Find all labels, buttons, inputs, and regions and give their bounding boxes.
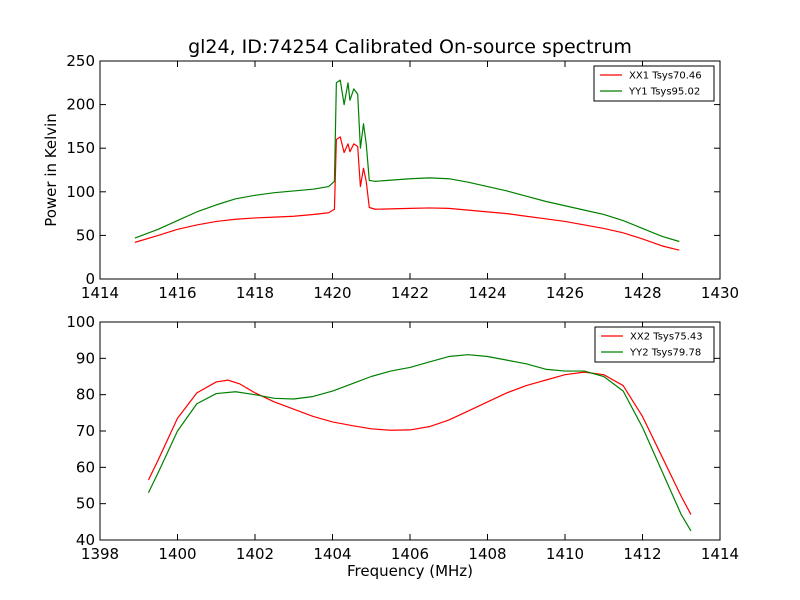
top-y-tick-label: 250 bbox=[66, 52, 95, 70]
top-panel: 1414 1416 1418 1420 1422 1424 1426 1428 1430 0 50 1… bbox=[42, 52, 739, 302]
top-y-tick-label: 0 bbox=[85, 270, 95, 288]
bottom-x-tick-label: 1412 bbox=[623, 545, 661, 563]
x-axis-label: Frequency (MHz) bbox=[347, 562, 473, 580]
bottom-x-tick-label: 1398 bbox=[81, 545, 119, 563]
top-y-tick-label: 200 bbox=[66, 96, 95, 114]
top-plot-area bbox=[134, 79, 680, 251]
bottom-plot-area bbox=[147, 354, 692, 532]
top-y-tick-label: 100 bbox=[66, 183, 95, 201]
bottom-y-tick-label: 60 bbox=[76, 458, 95, 476]
bottom-series-line-xx bbox=[147, 371, 692, 515]
bottom-series-line-yy bbox=[147, 354, 692, 532]
top-x-tick-label: 1426 bbox=[546, 284, 584, 302]
bottom-y-tick-label: 50 bbox=[76, 495, 95, 513]
top-legend-box bbox=[593, 65, 715, 102]
bottom-x-tick-label: 1410 bbox=[546, 545, 584, 563]
top-x-tick-label: 1420 bbox=[313, 284, 351, 302]
bottom-y-tick-label: 40 bbox=[76, 531, 95, 549]
bottom-panel: 1398 1400 1402 1404 1406 1408 1410 1412 1414 40 50… bbox=[66, 313, 739, 580]
top-series-line-yy bbox=[134, 79, 680, 243]
top-x-tick-label: 1430 bbox=[701, 284, 739, 302]
bottom-y-tick-label: 100 bbox=[66, 313, 95, 331]
bottom-x-tick-label: 1400 bbox=[158, 545, 196, 563]
top-legend-label-xx1: XX1 Tsys70.46 bbox=[629, 71, 702, 82]
bottom-legend: XX2 Tsys75.43 YY2 Tsys79.78 bbox=[594, 326, 715, 363]
bottom-x-tick-label: 1404 bbox=[313, 545, 351, 563]
bottom-ticks: 1398 1400 1402 1404 1406 1408 1410 1412 1414 40 50… bbox=[66, 313, 739, 563]
bottom-x-tick-label: 1402 bbox=[236, 545, 274, 563]
top-y-tick-label: 50 bbox=[76, 226, 95, 244]
bottom-x-tick-label: 1414 bbox=[701, 545, 739, 563]
bottom-x-tick-label: 1406 bbox=[391, 545, 429, 563]
top-series-line-xx bbox=[134, 136, 680, 251]
top-ticks: 1414 1416 1418 1420 1422 1424 1426 1428 1430 0 50 1… bbox=[66, 52, 739, 302]
bottom-x-tick-label: 1408 bbox=[468, 545, 506, 563]
bottom-legend-label-xx2: XX2 Tsys75.43 bbox=[630, 332, 703, 343]
top-legend: XX1 Tsys70.46 YY1 Tsys95.02 bbox=[593, 65, 715, 102]
bottom-y-tick-label: 70 bbox=[76, 422, 95, 440]
top-x-tick-label: 1428 bbox=[623, 284, 661, 302]
top-x-tick-label: 1416 bbox=[158, 284, 196, 302]
top-x-tick-label: 1418 bbox=[236, 284, 274, 302]
top-x-tick-label: 1414 bbox=[81, 284, 119, 302]
top-y-tick-label: 150 bbox=[66, 139, 95, 157]
bottom-y-tick-label: 90 bbox=[76, 349, 95, 367]
bottom-y-tick-label: 80 bbox=[76, 386, 95, 404]
bottom-legend-label-yy2: YY2 Tsys79.78 bbox=[629, 348, 701, 359]
bottom-legend-box bbox=[594, 326, 715, 363]
top-y-axis-label: Power in Kelvin bbox=[42, 113, 60, 227]
chart-title: gl24, ID:74254 Calibrated On-source spec… bbox=[188, 36, 632, 58]
top-x-tick-label: 1422 bbox=[391, 284, 429, 302]
top-legend-label-yy1: YY1 Tsys95.02 bbox=[628, 87, 700, 98]
top-x-tick-label: 1424 bbox=[468, 284, 506, 302]
